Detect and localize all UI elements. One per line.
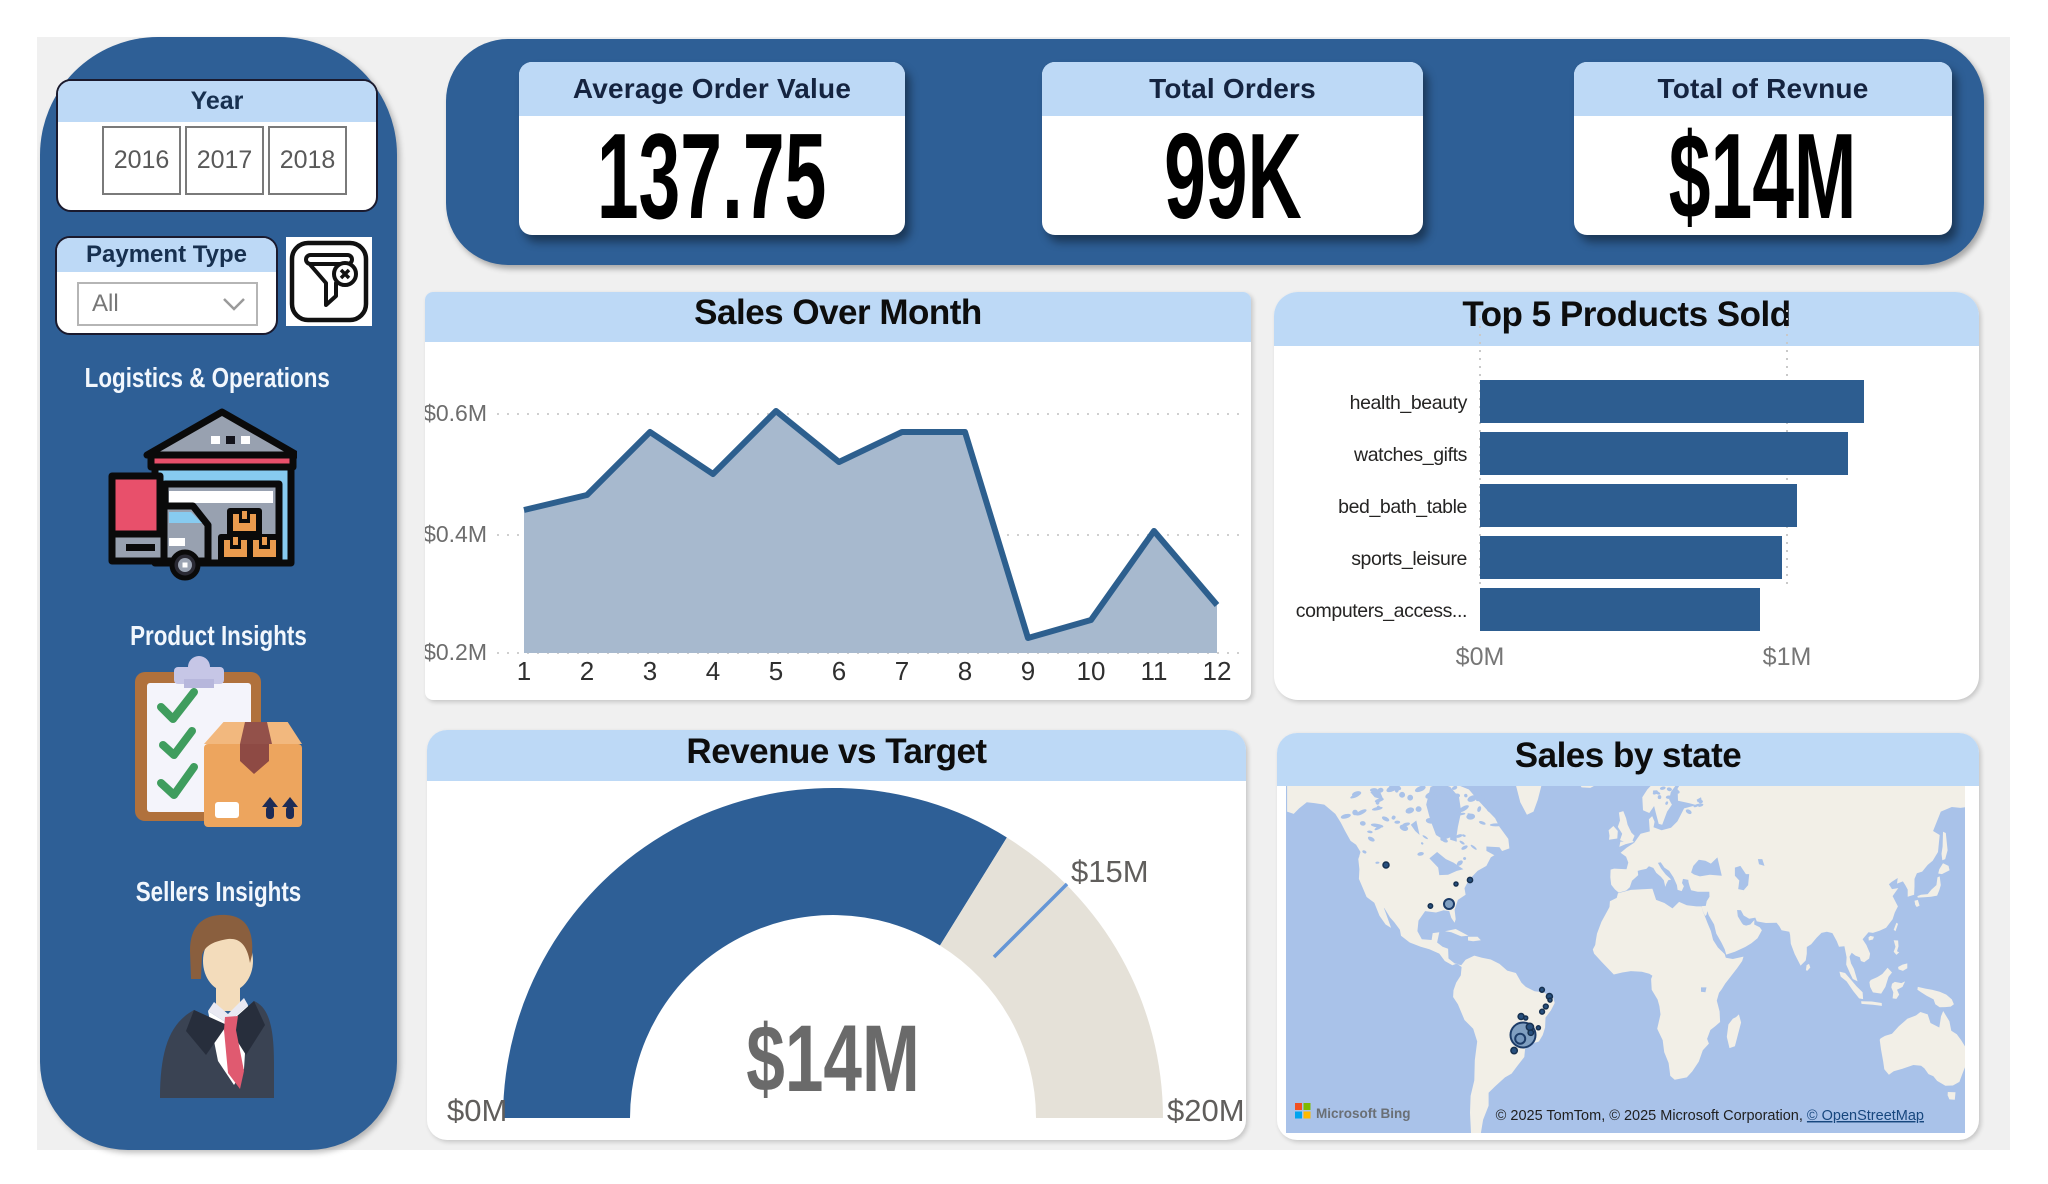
svg-text:bed_bath_table: bed_bath_table xyxy=(1338,496,1467,518)
svg-text:watches_gifts: watches_gifts xyxy=(1353,444,1468,466)
svg-text:7: 7 xyxy=(895,656,909,686)
svg-text:$0.4M: $0.4M xyxy=(425,521,487,547)
svg-text:$1M: $1M xyxy=(1763,643,1812,671)
svg-text:$15M: $15M xyxy=(1071,854,1149,889)
svg-text:6: 6 xyxy=(832,656,846,686)
svg-text:5: 5 xyxy=(769,656,783,686)
svg-text:$0M: $0M xyxy=(447,1093,507,1128)
svg-text:$0M: $0M xyxy=(1456,643,1505,671)
svg-text:$0.2M: $0.2M xyxy=(425,639,487,665)
svg-text:2: 2 xyxy=(580,656,594,686)
svg-text:Microsoft Bing: Microsoft Bing xyxy=(1316,1106,1411,1121)
svg-text:© 2025 TomTom, © 2025 Microsof: © 2025 TomTom, © 2025 Microsoft Corporat… xyxy=(1496,1108,1924,1124)
svg-text:3: 3 xyxy=(643,656,657,686)
svg-text:10: 10 xyxy=(1077,656,1106,686)
svg-text:12: 12 xyxy=(1203,656,1232,686)
svg-text:health_beauty: health_beauty xyxy=(1350,392,1468,414)
svg-text:11: 11 xyxy=(1141,656,1168,686)
svg-text:9: 9 xyxy=(1021,656,1035,686)
svg-text:sports_leisure: sports_leisure xyxy=(1351,548,1467,570)
svg-text:$0.6M: $0.6M xyxy=(425,400,487,426)
svg-text:4: 4 xyxy=(706,656,720,686)
svg-text:computers_access...: computers_access... xyxy=(1296,600,1467,622)
svg-text:$20M: $20M xyxy=(1167,1093,1245,1128)
svg-text:8: 8 xyxy=(958,656,972,686)
svg-text:1: 1 xyxy=(517,656,531,686)
svg-text:$14M: $14M xyxy=(746,1005,919,1111)
